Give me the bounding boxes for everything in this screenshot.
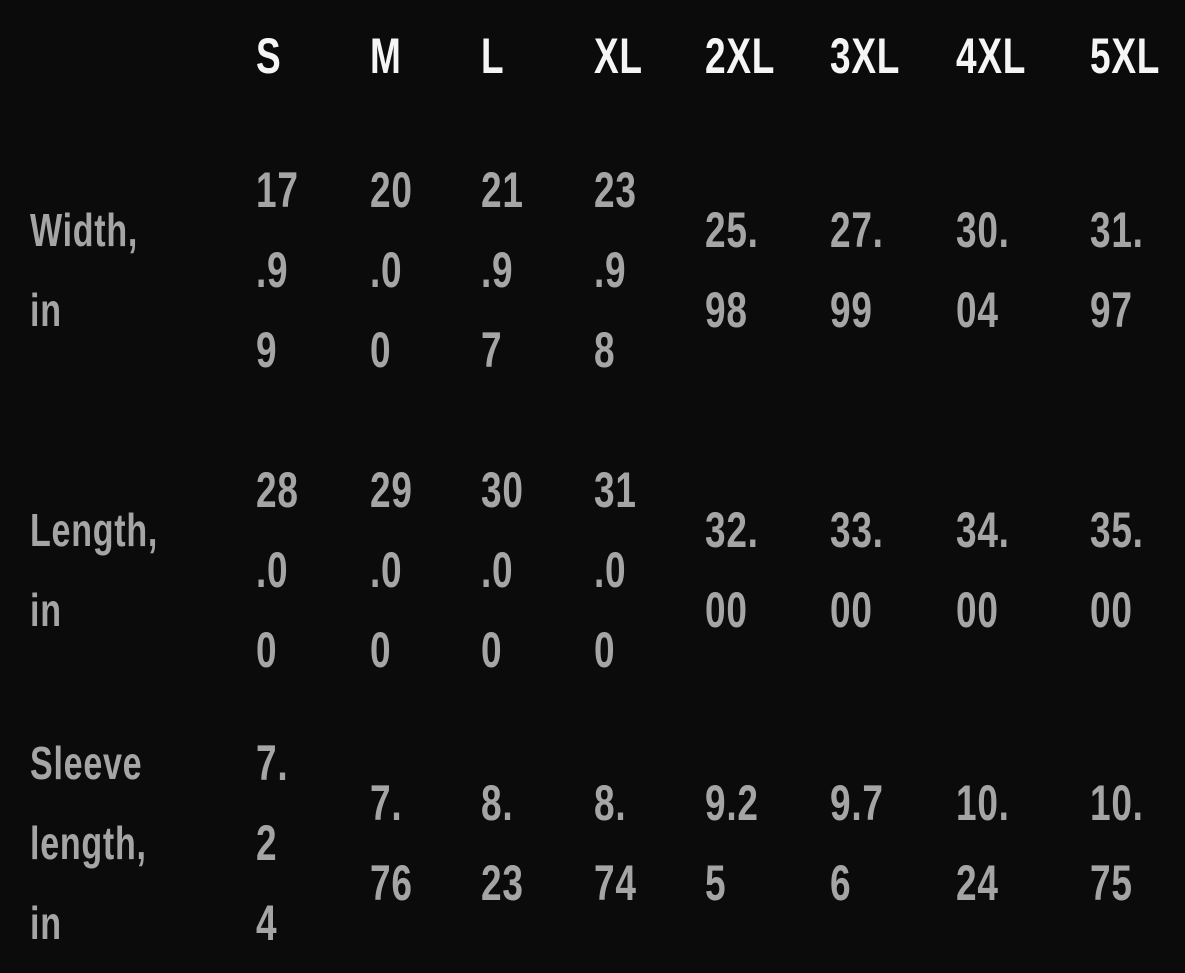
row-label-text: Length, in [30,504,159,636]
column-header-s: S [256,0,370,112]
column-header-label: 2XL [705,28,776,84]
measurement-value: 30. 04 [956,202,1010,338]
measurement-value: 25. 98 [705,202,759,338]
column-header-label: M [370,28,402,84]
measurement-value: 30 .0 0 [481,462,524,678]
measurement-value: 17 .9 9 [256,162,299,378]
measurement-value: 32. 00 [705,502,759,638]
column-header-5xl: 5XL [1090,0,1185,112]
measurement-value: 9.7 6 [830,774,884,911]
cell-width-2xl: 25. 98 [705,112,830,428]
row-label-length: Length, in [0,428,256,712]
measurement-value: 31 .0 0 [594,462,637,678]
cell-length-5xl: 35. 00 [1090,428,1185,712]
cell-width-l: 21 .9 7 [481,112,594,428]
column-header-4xl: 4XL [956,0,1090,112]
measurement-value: 23 .9 8 [594,162,637,378]
column-header-l: L [481,0,594,112]
measurement-value: 7. 2 4 [256,734,289,951]
cell-width-m: 20 .0 0 [370,112,481,428]
measurement-value: 8. 23 [481,774,524,911]
row-label-text: Sleeve length, in [30,736,147,949]
column-header-label: S [256,28,282,84]
cell-length-4xl: 34. 00 [956,428,1090,712]
cell-width-3xl: 27. 99 [830,112,956,428]
measurement-value: 33. 00 [830,502,884,638]
column-header-3xl: 3XL [830,0,956,112]
corner-spacer [0,0,256,112]
measurement-value: 8. 74 [594,774,637,911]
cell-sleeve-l: 8. 23 [481,712,594,973]
measurement-value: 35. 00 [1090,502,1144,638]
measurement-value: 21 .9 7 [481,162,524,378]
cell-width-s: 17 .9 9 [256,112,370,428]
cell-sleeve-3xl: 9.7 6 [830,712,956,973]
cell-length-xl: 31 .0 0 [594,428,705,712]
measurement-value: 7. 76 [370,774,413,911]
measurement-value: 31. 97 [1090,202,1144,338]
measurement-value: 10. 75 [1090,774,1144,911]
cell-length-s: 28 .0 0 [256,428,370,712]
column-header-m: M [370,0,481,112]
row-label-width: Width, in [0,112,256,428]
cell-width-5xl: 31. 97 [1090,112,1185,428]
column-header-label: 4XL [956,28,1027,84]
cell-length-l: 30 .0 0 [481,428,594,712]
column-header-label: XL [594,28,643,84]
cell-sleeve-m: 7. 76 [370,712,481,973]
cell-sleeve-s: 7. 2 4 [256,712,370,973]
cell-sleeve-4xl: 10. 24 [956,712,1090,973]
measurement-value: 10. 24 [956,774,1010,911]
column-header-label: L [481,28,505,84]
cell-width-xl: 23 .9 8 [594,112,705,428]
column-header-label: 3XL [830,28,901,84]
cell-length-3xl: 33. 00 [830,428,956,712]
cell-sleeve-5xl: 10. 75 [1090,712,1185,973]
cell-length-m: 29 .0 0 [370,428,481,712]
cell-length-2xl: 32. 00 [705,428,830,712]
measurement-value: 20 .0 0 [370,162,413,378]
measurement-value: 34. 00 [956,502,1010,638]
column-header-2xl: 2XL [705,0,830,112]
measurement-value: 9.2 5 [705,774,759,911]
cell-width-4xl: 30. 04 [956,112,1090,428]
cell-sleeve-2xl: 9.2 5 [705,712,830,973]
measurement-value: 27. 99 [830,202,884,338]
column-header-xl: XL [594,0,705,112]
measurement-value: 28 .0 0 [256,462,299,678]
column-header-label: 5XL [1090,28,1161,84]
cell-sleeve-xl: 8. 74 [594,712,705,973]
row-label-text: Width, in [30,204,139,336]
row-label-sleeve-length: Sleeve length, in [0,712,256,973]
measurement-value: 29 .0 0 [370,462,413,678]
